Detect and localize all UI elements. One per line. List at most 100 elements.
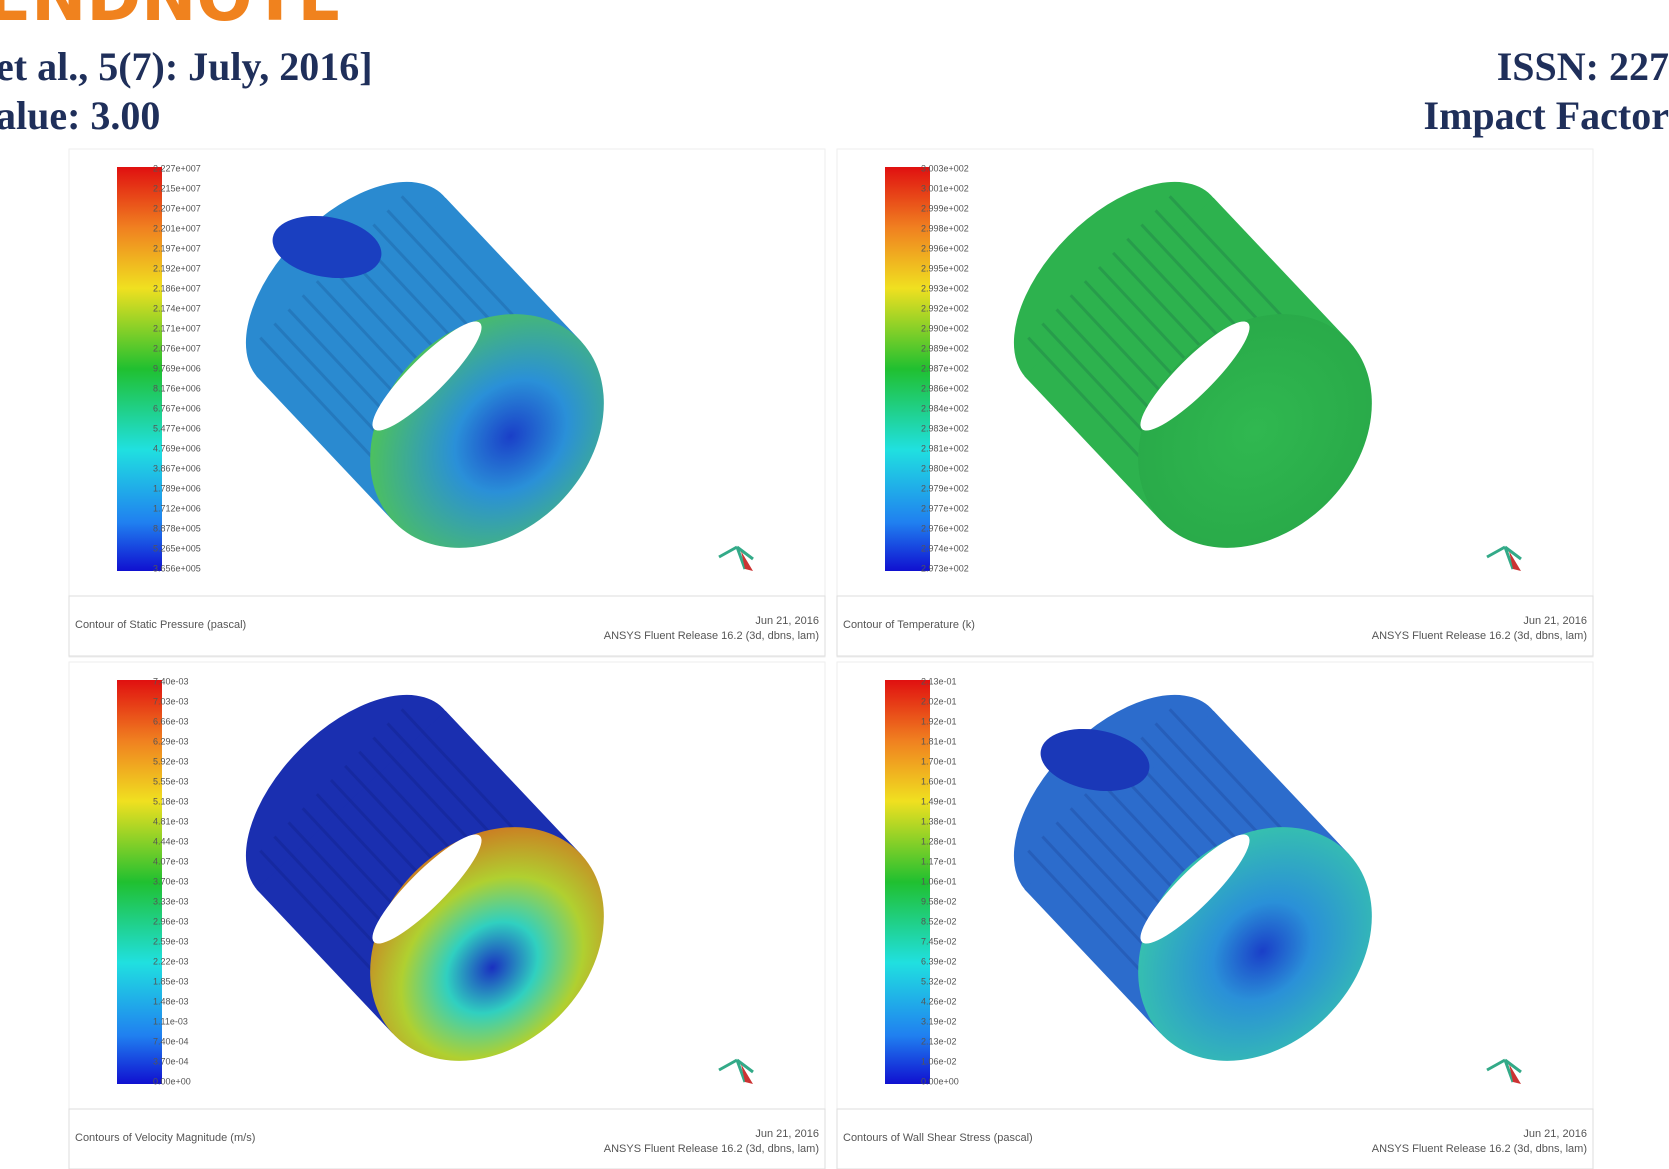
colorbar-label: 2.987e+002 — [921, 363, 969, 373]
cylinder-stripe — [1154, 209, 1273, 336]
caption-box — [68, 595, 826, 657]
colorbar-label: 1.92e-01 — [921, 716, 957, 726]
caption-release: ANSYS Fluent Release 16.2 (3d, dbns, lam… — [604, 1143, 819, 1155]
colorbar-label: 7.45e-02 — [921, 936, 957, 946]
header-right: ISSN: 227 — [1497, 44, 1669, 89]
caption-release: ANSYS Fluent Release 16.2 (3d, dbns, lam… — [1372, 630, 1587, 642]
colorbar-label: 7.40e-04 — [153, 1036, 189, 1046]
cylinder-stripe — [1168, 708, 1287, 835]
header-left: et al., 5(7): July, 2016] — [0, 44, 373, 89]
colorbar-label: 6.39e-02 — [921, 956, 957, 966]
caption-box — [836, 1108, 1594, 1169]
colorbar-label: 2.201e+007 — [153, 223, 201, 233]
cylinder-stripe — [259, 849, 378, 976]
colorbar-label: 0.00e+00 — [153, 1076, 191, 1086]
colorbar-label: 1.49e-01 — [921, 796, 957, 806]
colorbar-label: 2.59e-03 — [153, 936, 189, 946]
colorbar-label: 3.867e+006 — [153, 463, 201, 473]
colorbar-label: 2.171e+007 — [153, 323, 201, 333]
caption-box — [68, 1108, 826, 1169]
cylinder-stripe — [1027, 336, 1146, 463]
cylinder-opening — [1140, 321, 1250, 431]
cylinder-opening — [1140, 834, 1250, 944]
colorbar-label: 3.003e+002 — [921, 163, 969, 173]
colorbar-label: 4.44e-03 — [153, 836, 189, 846]
colorbar-label: 1.85e-03 — [153, 976, 189, 986]
contour-panel: 2.227e+007 2.215e+007 2.207e+007 2.201e+007… — [68, 148, 826, 658]
caption-release: ANSYS Fluent Release 16.2 (3d, dbns, lam… — [1372, 1143, 1587, 1155]
colorbar-label: 2.986e+002 — [921, 383, 969, 393]
colorbar-label: 6.767e+006 — [153, 403, 201, 413]
caption: Contour of Temperature (k) — [843, 619, 975, 631]
header-right: Impact Factor — [1424, 93, 1669, 138]
contour-panel: 3.003e+002 3.001e+002 2.999e+002 2.998e+002… — [836, 148, 1594, 658]
cylinder-stripe — [1154, 722, 1273, 849]
contour-panel: 7.40e-03 7.03e-03 6.66e-03 6.29e-03 5.92e-03… — [68, 661, 826, 1169]
colorbar-label: 2.999e+002 — [921, 203, 969, 213]
colorbar-label: 5.18e-03 — [153, 796, 189, 806]
colorbar-label: 7.03e-03 — [153, 696, 189, 706]
cylinder-stripe — [400, 708, 519, 835]
colorbar-label: 1.11e-03 — [153, 1016, 188, 1026]
cylinder-opening — [372, 321, 482, 431]
colorbar-label: 2.995e+002 — [921, 263, 969, 273]
cylinder-stripe — [1041, 322, 1160, 449]
axis-triad — [718, 1058, 754, 1083]
cylinder-stripe — [400, 195, 519, 322]
colorbar-label: 1.60e-01 — [921, 776, 957, 786]
cylinder-stripe — [1027, 849, 1146, 976]
colorbar-label: 1.70e-01 — [921, 756, 957, 766]
colorbar-label: 2.979e+002 — [921, 483, 969, 493]
colorbar-label: 5.92e-03 — [153, 756, 189, 766]
colorbar-label: 7.40e-03 — [153, 676, 189, 686]
colorbar — [885, 167, 930, 571]
colorbar-label: 2.977e+002 — [921, 503, 969, 513]
colorbar-label: 2.983e+002 — [921, 423, 969, 433]
colorbar-label: 4.81e-03 — [153, 816, 189, 826]
colorbar-label: 4.07e-03 — [153, 856, 189, 866]
cylinder — [1013, 181, 1372, 548]
colorbar-label: 3.70e-04 — [153, 1056, 189, 1066]
colorbar-label: 8.52e-02 — [921, 916, 957, 926]
colorbar-label: 2.990e+002 — [921, 323, 969, 333]
axis-triad — [718, 545, 754, 570]
low-region — [272, 215, 382, 279]
colorbar-label: 4.26e-02 — [921, 996, 957, 1006]
colorbar-label: 2.13e-01 — [921, 676, 957, 686]
caption-box — [836, 595, 1594, 657]
colorbar-label: 2.215e+007 — [153, 183, 201, 193]
caption-date: Jun 21, 2016 — [1523, 615, 1587, 627]
colorbar-label: 2.186e+007 — [153, 283, 201, 293]
colorbar-label: 1.789e+006 — [153, 483, 201, 493]
colorbar — [117, 680, 162, 1084]
axis-triad — [1509, 1064, 1521, 1084]
colorbar-label: 2.197e+007 — [153, 243, 201, 253]
colorbar — [117, 167, 162, 571]
colorbar-label: 2.192e+007 — [153, 263, 201, 273]
cylinder-stripe — [1041, 835, 1160, 962]
colorbar-label: 2.973e+002 — [921, 563, 969, 573]
colorbar-label: 1.712e+006 — [153, 503, 201, 513]
axis-triad — [1486, 545, 1522, 570]
colorbar-label: 1.38e-01 — [921, 816, 957, 826]
colorbar-label: 2.22e-03 — [153, 956, 189, 966]
caption: Contour of Static Pressure (pascal) — [75, 619, 246, 631]
cylinder-stripe — [1168, 195, 1287, 322]
caption: Contours of Wall Shear Stress (pascal) — [843, 1132, 1033, 1144]
low-region — [1040, 728, 1150, 792]
cylinder-stripe — [386, 722, 505, 849]
colorbar — [885, 680, 930, 1084]
axis-triad — [1509, 551, 1521, 571]
caption-release: ANSYS Fluent Release 16.2 (3d, dbns, lam… — [604, 630, 819, 642]
colorbar-label: 1.06e-01 — [921, 876, 957, 886]
colorbar-label: 3.70e-03 — [153, 876, 189, 886]
cylinder-stripe — [273, 322, 392, 449]
colorbar-label: 5.477e+006 — [153, 423, 201, 433]
colorbar-label: 2.976e+002 — [921, 523, 969, 533]
colorbar-label: 2.02e-01 — [921, 696, 957, 706]
colorbar-label: 5.55e-03 — [153, 776, 189, 786]
colorbar-label: 2.981e+002 — [921, 443, 969, 453]
colorbar-label: 5.32e-02 — [921, 976, 957, 986]
axis-triad — [741, 551, 753, 571]
